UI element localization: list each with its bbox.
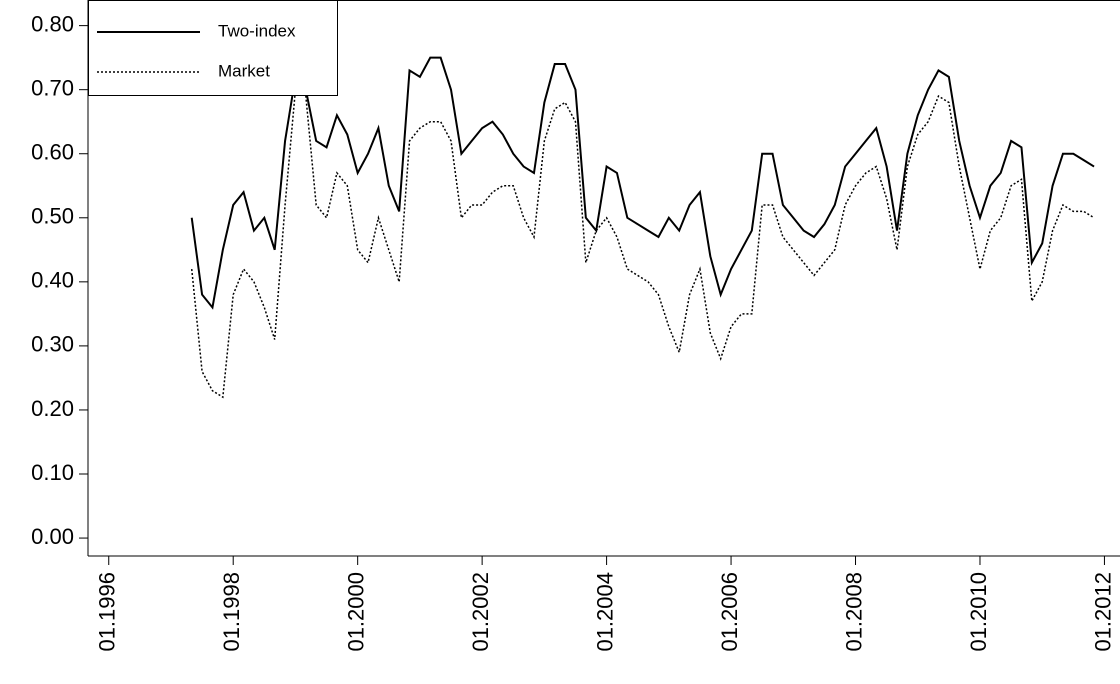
y-tick-label: 0.80 [31, 11, 74, 36]
x-tick-label: 01.2008 [841, 572, 866, 652]
legend-label: Two-index [218, 21, 296, 40]
x-tick-label: 01.2006 [717, 572, 742, 652]
y-tick-label: 0.60 [31, 140, 74, 165]
legend: Two-index Market [88, 0, 338, 96]
x-tick-label: 01.2002 [468, 572, 493, 652]
x-tick-label: 01.2004 [592, 572, 617, 652]
x-tick-label: 01.1998 [219, 572, 244, 652]
x-tick-label: 01.2000 [343, 572, 368, 652]
y-tick-label: 0.00 [31, 524, 74, 549]
y-tick-label: 0.10 [31, 460, 74, 485]
series-line [190, 88, 1095, 399]
series-line [190, 56, 1095, 310]
y-tick-label: 0.40 [31, 268, 74, 293]
x-tick-label: 01.2010 [966, 572, 991, 652]
y-tick-label: 0.30 [31, 332, 74, 357]
y-tick-label: 0.20 [31, 396, 74, 421]
x-tick-label: 01.2012 [1090, 572, 1115, 652]
y-tick-label: 0.70 [31, 75, 74, 100]
legend-box [88, 0, 338, 96]
y-tick-label: 0.50 [31, 204, 74, 229]
x-tick-label: 01.1996 [95, 572, 120, 652]
legend-label: Market [218, 61, 270, 80]
